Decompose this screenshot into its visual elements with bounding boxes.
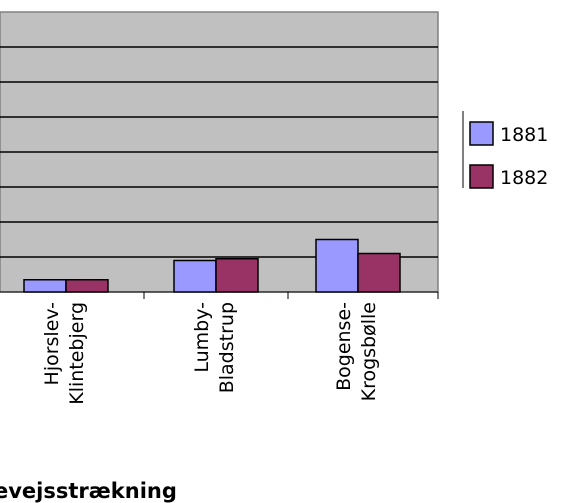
- x-tick-label: Hjorslev- Klintebjerg: [41, 302, 88, 405]
- x-tick-label-line: Bladstrup: [216, 302, 238, 393]
- legend-label-1881: 1881: [500, 124, 548, 146]
- x-tick-label-line: Krogsbølle: [358, 302, 380, 401]
- x-tick-label-line: Hjorslev-: [41, 302, 63, 385]
- gridlines: [0, 46, 438, 258]
- bar-1882-2: [357, 252, 401, 293]
- bar-1881-0: [23, 279, 67, 293]
- x-ticks: [143, 292, 439, 299]
- x-tick-label: Lumby- Bladstrup: [191, 302, 238, 393]
- x-tick-label-line: Lumby-: [191, 302, 213, 373]
- x-tick-labels: Hjorslev- Klintebjerg Lumby- Bladstrup Bogen…: [41, 302, 380, 405]
- legend-swatch-1882: [469, 164, 494, 189]
- bar-1882-1: [215, 258, 259, 293]
- bar-1882-0: [65, 279, 109, 293]
- legend-swatch-1881: [469, 121, 494, 146]
- bar-1881-2: [315, 238, 359, 293]
- legend-label-1882: 1882: [500, 167, 548, 189]
- bar-1881-1: [173, 259, 217, 293]
- x-axis-label: evejsstrækning: [0, 479, 177, 503]
- x-tick-label: Bogense- Krogsbølle: [333, 302, 380, 401]
- x-tick-label-line: Bogense-: [333, 302, 355, 391]
- legend: 1881 1882: [462, 111, 548, 189]
- x-tick-label-line: Klintebjerg: [66, 302, 88, 405]
